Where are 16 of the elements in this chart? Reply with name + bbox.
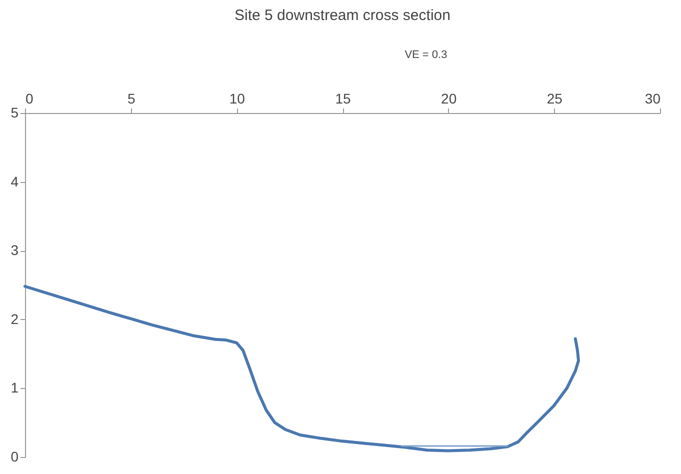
- y-tick-label: 1: [10, 380, 19, 396]
- text: VE = 0.3: [404, 49, 448, 61]
- x-tick-label: 10: [229, 90, 246, 106]
- y-tick-label: 3: [10, 242, 19, 258]
- x-tick-label: 5: [127, 90, 136, 106]
- x-tick-label: 20: [441, 90, 457, 106]
- y-tick-label: 4: [10, 173, 19, 190]
- x-tick-label: 30: [644, 90, 661, 106]
- x-tick-label: 25: [546, 90, 563, 106]
- x-tick-label: 15: [335, 90, 351, 106]
- chart-title: Site 5 downstream cross section: [234, 7, 450, 24]
- y-tick-label: 5: [10, 104, 19, 120]
- x-tick-label: 0: [26, 90, 34, 106]
- line-series: [24, 284, 580, 452]
- y-tick-label: 0: [10, 448, 19, 464]
- y-tick-label: 2: [10, 310, 19, 327]
